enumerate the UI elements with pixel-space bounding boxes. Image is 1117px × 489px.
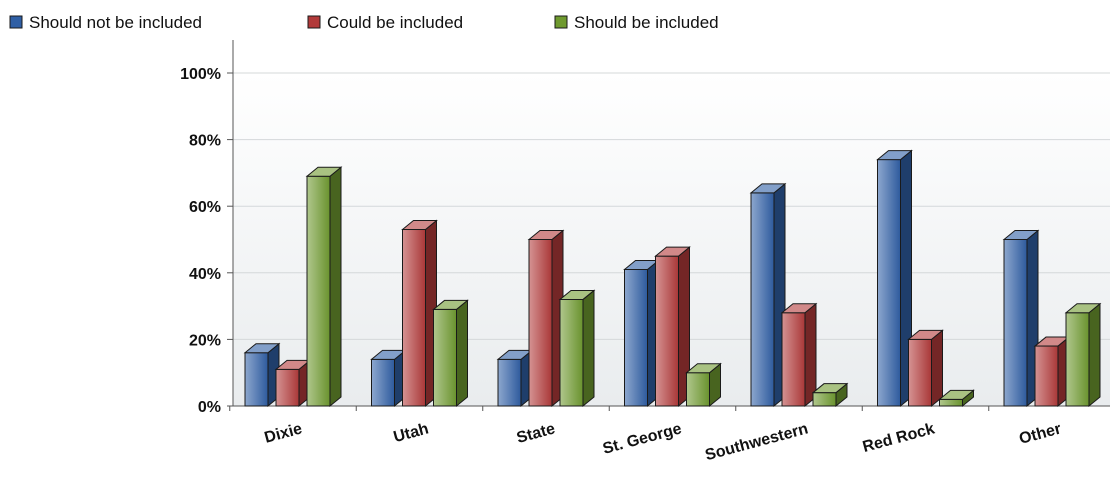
bar-red-rock-1 xyxy=(907,329,944,408)
x-category-label: Southwestern xyxy=(703,420,810,464)
bar-state-0 xyxy=(496,349,534,408)
bar-st-george-2 xyxy=(685,362,722,408)
x-category-label: Utah xyxy=(392,420,431,446)
bar-red-rock-2 xyxy=(938,389,975,408)
x-axis-labels: Dixie Utah State St. George Southwestern Red … xyxy=(263,420,1063,464)
x-category-label: Other xyxy=(1017,420,1063,447)
bar-dixie-0 xyxy=(243,342,281,408)
legend-item: Should be included xyxy=(554,13,719,32)
bars xyxy=(243,149,1102,408)
legend-swatch xyxy=(307,15,321,29)
legend-label: Could be included xyxy=(327,13,463,32)
legend: Should not be included Could be included S… xyxy=(9,13,719,32)
y-tick-label: 80% xyxy=(189,133,221,150)
y-tick-label: 40% xyxy=(189,266,221,283)
y-tick-label: 60% xyxy=(189,199,221,216)
legend-label: Should not be included xyxy=(29,13,202,32)
bar-red-rock-0 xyxy=(876,149,913,408)
y-axis-ticks: 0% 20% 40% 60% 80% 100% xyxy=(180,66,233,416)
bar-southwestern-2 xyxy=(811,382,849,408)
y-tick-label: 0% xyxy=(198,399,221,416)
bar-st-george-0 xyxy=(623,259,660,408)
x-category-label: State xyxy=(515,420,557,447)
bar-southwestern-1 xyxy=(780,302,818,408)
bar-state-1 xyxy=(527,229,565,408)
legend-item: Should not be included xyxy=(9,13,202,32)
y-tick-label: 20% xyxy=(189,332,221,349)
legend-item: Could be included xyxy=(307,13,463,32)
bar-other-2 xyxy=(1064,302,1102,408)
y-tick-label: 100% xyxy=(180,66,221,83)
bar-other-0 xyxy=(1002,229,1040,408)
bar-dixie-2 xyxy=(305,166,343,408)
bar-utah-0 xyxy=(370,349,407,408)
bar-dixie-1 xyxy=(274,359,312,408)
x-category-label: St. George xyxy=(601,420,684,457)
bar-southwestern-0 xyxy=(749,182,787,408)
legend-swatch xyxy=(9,15,23,29)
legend-label: Should be included xyxy=(574,13,719,32)
bar-utah-2 xyxy=(432,299,469,408)
bar-state-2 xyxy=(558,289,596,408)
bar-other-1 xyxy=(1033,336,1071,408)
x-category-label: Red Rock xyxy=(861,420,937,456)
bar-utah-1 xyxy=(401,219,438,408)
bar-st-george-1 xyxy=(654,246,691,408)
x-category-label: Dixie xyxy=(263,420,304,446)
legend-swatch xyxy=(554,15,568,29)
